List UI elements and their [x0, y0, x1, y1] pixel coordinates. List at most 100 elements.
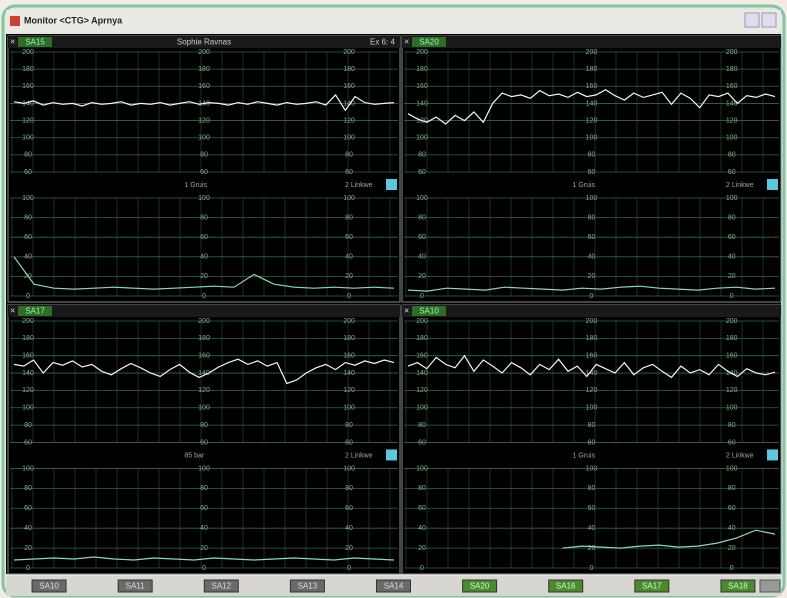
- channel-1: 1 Gruis: [573, 182, 596, 189]
- bed-tab-label: SA18: [728, 582, 748, 591]
- scale-label: 60: [345, 439, 353, 446]
- scale-label: 20: [200, 545, 208, 552]
- scale-label: 80: [200, 152, 208, 159]
- scale-label: 120: [198, 117, 210, 124]
- scale-label: 0: [590, 293, 594, 300]
- scale-label: 200: [586, 49, 598, 56]
- toco-trace: [13, 556, 395, 561]
- bed-label-box[interactable]: [18, 37, 52, 47]
- scale-label: 120: [586, 387, 598, 394]
- scale-label: 60: [728, 505, 736, 512]
- scale-label: 100: [586, 465, 598, 472]
- scale-label: 0: [730, 293, 734, 300]
- scale-label: 80: [200, 485, 208, 492]
- scale-label: 160: [343, 83, 355, 90]
- scale-label: 180: [416, 335, 428, 342]
- bed-tab-label: SA16: [556, 582, 576, 591]
- scale-label: 60: [24, 439, 32, 446]
- bed-tab[interactable]: [462, 579, 498, 593]
- scale-label: 60: [418, 505, 426, 512]
- scale-label: 0: [590, 565, 594, 572]
- scale-label: 160: [586, 83, 598, 90]
- scale-label: 160: [22, 83, 34, 90]
- scale-label: 200: [343, 49, 355, 56]
- bed-label-box[interactable]: [18, 306, 52, 316]
- scale-label: 60: [200, 169, 208, 176]
- scale-label: 140: [22, 100, 34, 107]
- bed-tab-label: SA20: [470, 582, 490, 591]
- scale-label: 20: [345, 545, 353, 552]
- channel-indicator[interactable]: [767, 179, 778, 190]
- scale-label: 40: [200, 525, 208, 532]
- scale-label: 80: [728, 422, 736, 429]
- scale-label: 100: [22, 405, 34, 412]
- scale-label: 20: [588, 273, 596, 280]
- toco-trace: [407, 285, 776, 292]
- scale-label: 80: [200, 422, 208, 429]
- window-title: Monitor <CTG> Aprnya: [24, 15, 123, 25]
- panel-header: [8, 305, 400, 317]
- panel-close: ×: [10, 36, 15, 46]
- bed-label-box[interactable]: [412, 37, 446, 47]
- scale-label: 80: [728, 485, 736, 492]
- scale-label: 140: [726, 100, 738, 107]
- scale-label: 60: [588, 234, 596, 241]
- scale-label: 100: [198, 465, 210, 472]
- scale-label: 140: [416, 370, 428, 377]
- scale-label: 120: [22, 387, 34, 394]
- scale-label: 160: [416, 83, 428, 90]
- bed-tab[interactable]: [376, 579, 411, 593]
- scale-label: 120: [416, 387, 428, 394]
- scale-label: 100: [416, 465, 428, 472]
- fhr-trace: [407, 354, 776, 379]
- scale-label: 40: [588, 254, 596, 261]
- scale-label: 60: [24, 505, 32, 512]
- scale-label: 200: [726, 49, 738, 56]
- scale-label: 40: [345, 254, 353, 261]
- channel-indicator[interactable]: [767, 449, 778, 461]
- bed-tab[interactable]: [548, 579, 584, 593]
- bed-tab[interactable]: [203, 579, 239, 593]
- scale-label: 180: [726, 335, 738, 342]
- scale-label: 20: [728, 273, 736, 280]
- spare-tab[interactable]: [759, 579, 781, 593]
- scale-label: 120: [726, 117, 738, 124]
- scale-label: 0: [347, 565, 351, 572]
- channel-indicator[interactable]: [386, 449, 397, 461]
- scale-label: 20: [728, 545, 736, 552]
- scale-label: 0: [26, 293, 30, 300]
- scale-label: 40: [418, 525, 426, 532]
- scale-label: 80: [588, 485, 596, 492]
- scale-label: 60: [24, 169, 32, 176]
- scale-label: 160: [198, 83, 210, 90]
- scale-label: 80: [728, 214, 736, 221]
- bed-tab-label: SA10: [39, 582, 59, 591]
- scale-label: 20: [588, 545, 596, 552]
- scale-label: 80: [418, 214, 426, 221]
- scale-label: 40: [418, 254, 426, 261]
- scale-label: 80: [345, 422, 353, 429]
- bed-label-box[interactable]: [412, 306, 446, 316]
- close-button[interactable]: [761, 12, 777, 28]
- panel-header: [402, 36, 781, 48]
- scale-label: 180: [586, 66, 598, 73]
- scale-label: 60: [200, 439, 208, 446]
- scale-label: 160: [726, 83, 738, 90]
- scale-label: 0: [202, 293, 206, 300]
- bed-tab[interactable]: [634, 579, 670, 593]
- scale-label: 200: [416, 49, 428, 56]
- channel-2: 2 Linkwe: [345, 182, 373, 189]
- scale-label: 180: [22, 66, 34, 73]
- scale-label: 100: [586, 405, 598, 412]
- bed-tab[interactable]: [31, 579, 67, 593]
- minimize-button[interactable]: [744, 12, 760, 28]
- scale-label: 20: [418, 545, 426, 552]
- scale-label: 80: [588, 422, 596, 429]
- scale-label: 80: [728, 152, 736, 159]
- bed-tab[interactable]: [289, 579, 325, 593]
- bed-tab[interactable]: [720, 579, 756, 593]
- scale-label: 80: [24, 214, 32, 221]
- panel-close: ×: [404, 36, 409, 46]
- bed-tab[interactable]: [117, 579, 153, 593]
- channel-indicator[interactable]: [386, 179, 397, 190]
